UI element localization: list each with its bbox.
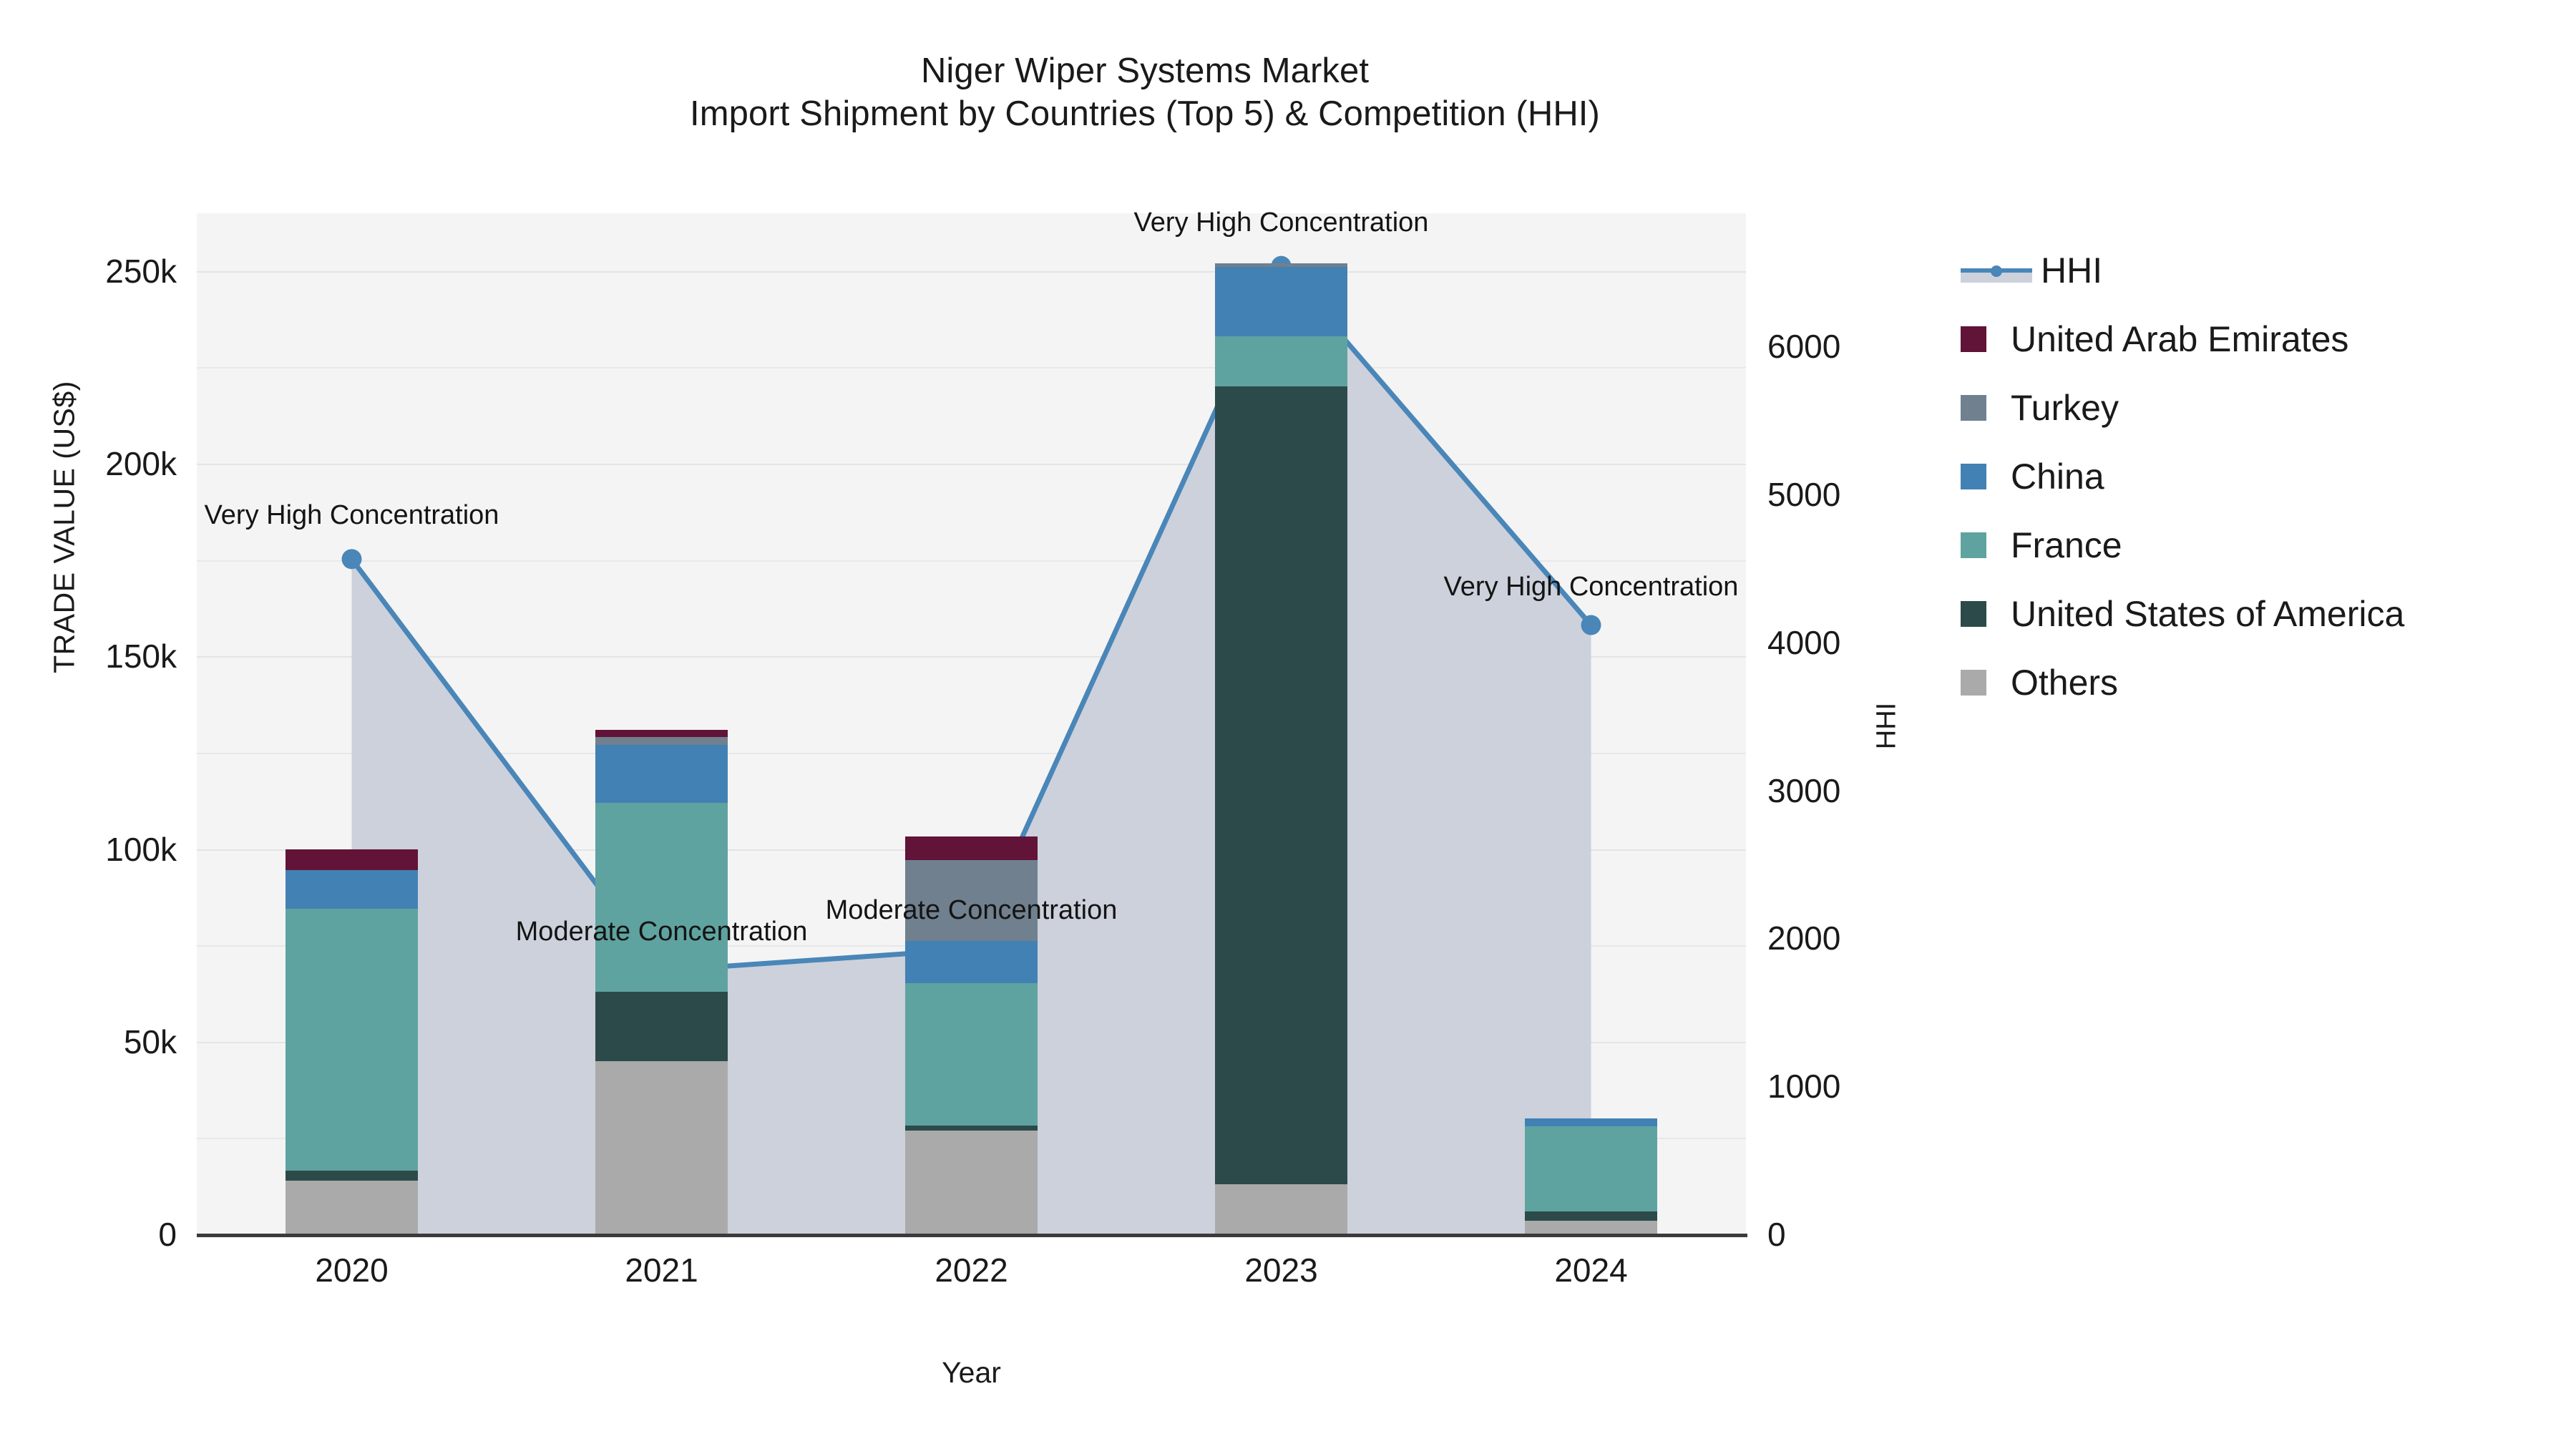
x-tick-label: 2022 [935, 1252, 1008, 1289]
y-tick-label: 0 [158, 1216, 177, 1253]
concentration-annotation: Moderate Concentration [825, 895, 1118, 926]
y-axis-label: TRADE VALUE (US$) [47, 381, 81, 673]
bar-segment[interactable] [905, 836, 1038, 860]
bar-segment[interactable] [1525, 1211, 1657, 1221]
stacked-bar[interactable] [1215, 263, 1347, 1234]
bar-segment[interactable] [286, 1180, 418, 1234]
hhi-marker[interactable] [1581, 615, 1601, 635]
bar-segment[interactable] [595, 991, 728, 1061]
bar-segment[interactable] [595, 737, 728, 746]
bar-segment[interactable] [1215, 336, 1347, 387]
concentration-annotation: Very High Concentration [204, 500, 499, 531]
bar-segment[interactable] [905, 940, 1038, 983]
legend-area-band [1961, 271, 2032, 283]
x-axis-label: Year [942, 1356, 1001, 1389]
bar-segment[interactable] [286, 849, 418, 871]
legend-color-swatch [1961, 395, 1986, 421]
secondary-y-axis-label: HHI [1871, 702, 1902, 749]
bar-segment[interactable] [1525, 1221, 1657, 1234]
x-tick-label: 2021 [625, 1252, 698, 1289]
legend-item-label: Turkey [2011, 388, 2119, 428]
secondary-y-tick-label: 3000 [1767, 771, 1841, 809]
y-tick-label: 250k [105, 252, 177, 290]
bar-segment[interactable] [286, 870, 418, 909]
stacked-bar[interactable] [1525, 1118, 1657, 1234]
legend-item-label: United Arab Emirates [2011, 319, 2349, 359]
chart-legend: HHI United Arab Emirates Turkey China France… [1961, 236, 2404, 717]
bar-segment[interactable] [286, 908, 418, 1171]
y-tick-label: 200k [105, 445, 177, 483]
bar-segment[interactable] [1215, 263, 1347, 268]
secondary-y-tick-label: 5000 [1767, 475, 1841, 513]
secondary-y-tick-label: 0 [1767, 1216, 1786, 1253]
x-axis-spine [197, 1234, 1747, 1237]
stacked-bar[interactable] [905, 836, 1038, 1234]
legend-color-swatch [1961, 670, 1986, 696]
legend-item-label: Others [2011, 663, 2119, 703]
legend-color-swatch [1961, 464, 1986, 489]
concentration-annotation: Very High Concentration [1133, 207, 1429, 238]
legend-item[interactable]: Turkey [1961, 374, 2404, 442]
bar-segment[interactable] [905, 1126, 1038, 1131]
stacked-bar[interactable] [595, 729, 728, 1234]
gridline [197, 752, 1746, 754]
bar-segment[interactable] [595, 802, 728, 992]
gridline [197, 464, 1746, 466]
chart-title: Niger Wiper Systems Market Import Shipme… [0, 50, 2290, 136]
bar-segment[interactable] [595, 729, 728, 738]
legend-item[interactable]: HHI [1961, 236, 2404, 305]
legend-item-label: United States of America [2011, 594, 2405, 634]
bar-segment[interactable] [905, 859, 1038, 941]
gridline [197, 656, 1746, 658]
secondary-y-tick-label: 1000 [1767, 1068, 1841, 1106]
bar-segment[interactable] [1525, 1126, 1657, 1211]
x-tick-label: 2023 [1244, 1252, 1318, 1289]
chart-title-line1: Niger Wiper Systems Market [920, 52, 1370, 90]
y-tick-label: 100k [105, 830, 177, 868]
secondary-y-tick-label: 2000 [1767, 919, 1841, 957]
y-tick-label: 150k [105, 638, 177, 675]
bar-segment[interactable] [905, 982, 1038, 1126]
bar-segment[interactable] [595, 1060, 728, 1234]
hhi-marker[interactable] [341, 549, 362, 570]
legend-item[interactable]: Others [1961, 648, 2404, 717]
legend-color-swatch [1961, 326, 1986, 352]
bar-segment[interactable] [1215, 1184, 1347, 1234]
legend-item-label: China [2011, 457, 2104, 497]
gridline [197, 270, 1746, 273]
bar-segment[interactable] [905, 1130, 1038, 1234]
legend-color-swatch [1961, 532, 1986, 558]
legend-color-swatch [1961, 601, 1986, 627]
x-tick-label: 2024 [1554, 1252, 1628, 1289]
legend-marker-dot [1991, 265, 2002, 277]
bar-segment[interactable] [1525, 1118, 1657, 1127]
secondary-y-tick-label: 4000 [1767, 623, 1841, 661]
secondary-y-tick-label: 6000 [1767, 328, 1841, 366]
legend-item[interactable]: United States of America [1961, 580, 2404, 648]
legend-item[interactable]: China [1961, 442, 2404, 511]
y-tick-label: 50k [123, 1023, 177, 1060]
legend-item-label: France [2011, 525, 2122, 565]
legend-line-swatch [1961, 258, 2032, 283]
concentration-annotation: Very High Concentration [1443, 571, 1739, 602]
bar-segment[interactable] [1215, 267, 1347, 337]
x-tick-label: 2020 [315, 1252, 389, 1289]
gridline [197, 560, 1746, 562]
gridline [197, 367, 1746, 369]
legend-item[interactable]: France [1961, 511, 2404, 580]
bar-segment[interactable] [1215, 386, 1347, 1184]
stacked-bar[interactable] [286, 849, 418, 1234]
bar-segment[interactable] [286, 1171, 418, 1181]
plot-area: Very High Concentration Moderate Concentr… [197, 208, 1746, 1236]
concentration-annotation: Moderate Concentration [515, 917, 808, 947]
chart-title-line2: Import Shipment by Countries (Top 5) & C… [690, 94, 1600, 133]
bar-segment[interactable] [595, 745, 728, 803]
legend-item[interactable]: United Arab Emirates [1961, 305, 2404, 374]
legend-item-label: HHI [2041, 250, 2103, 291]
